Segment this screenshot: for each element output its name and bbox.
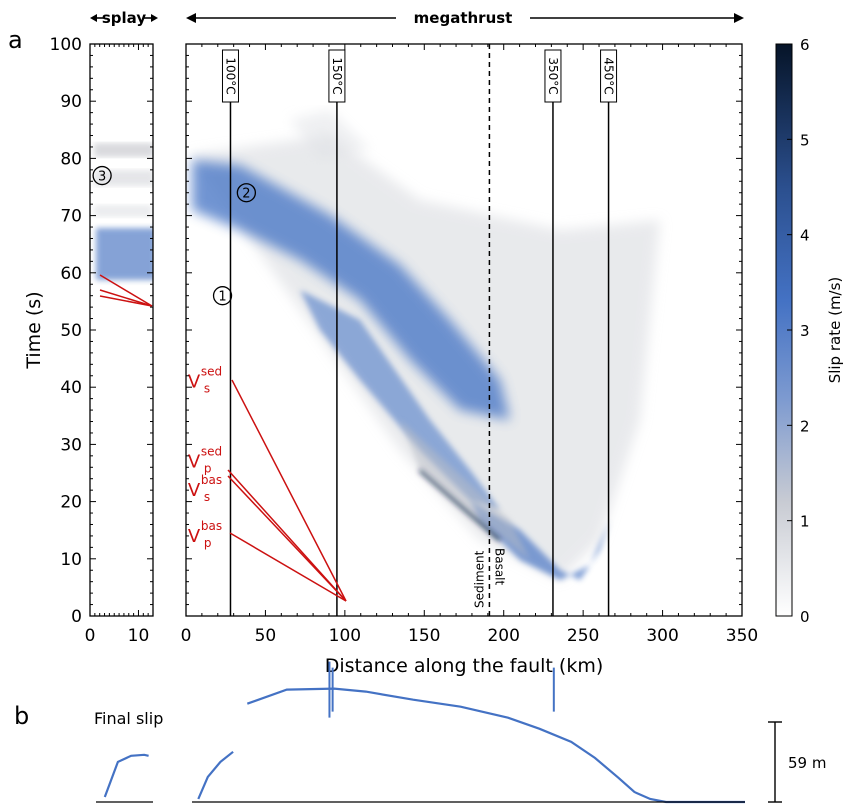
splay-slip-curve [105, 755, 149, 797]
wave-speed-symbol: V [188, 371, 201, 392]
x-tick-label: 200 [487, 626, 519, 646]
y-tick-label: 50 [60, 321, 82, 341]
wave-speed-symbol: V [188, 480, 201, 501]
splay-title: splay [102, 9, 146, 27]
y-tick-label: 70 [60, 207, 82, 227]
isotherm-label: 100°C [223, 57, 237, 94]
basalt-label: Basalt [492, 548, 506, 586]
wave-speed-lines [100, 275, 346, 601]
slip-scale-label: 59 m [788, 754, 826, 772]
megathrust-header: megathrust [186, 9, 744, 27]
slip-scale-bar: 59 m [768, 722, 826, 802]
x-tick-label: 250 [567, 626, 599, 646]
megathrust-title: megathrust [414, 9, 513, 27]
wave-speed-symbol: V [188, 452, 201, 473]
x-tick-label: 300 [646, 626, 678, 646]
isotherm-label: 450°C [602, 57, 616, 94]
y-tick-label: 80 [60, 149, 82, 169]
event-marker-label: 1 [218, 290, 226, 305]
colorbar-tick-label: 0 [800, 608, 810, 626]
y-tick-label: 100 [50, 35, 82, 55]
colorbar-tick-label: 1 [800, 513, 810, 531]
wave-speed-superscript: bas [201, 519, 222, 533]
event-marker-label: 2 [242, 187, 250, 202]
wave-speed-subscript: s [204, 490, 210, 504]
y-tick-label: 20 [60, 493, 82, 513]
panel-label-a: a [8, 26, 23, 54]
y-axis-label: Time (s) [23, 291, 45, 369]
x-tick-label: 150 [408, 626, 440, 646]
x-tick-label: 100 [329, 626, 361, 646]
megathrust-slip-curve [247, 689, 745, 802]
colorbar-tick-label: 6 [800, 36, 810, 54]
wave-speed-superscript: sed [201, 445, 222, 459]
x-tick-label: 50 [255, 626, 277, 646]
wave-speed-superscript: bas [201, 473, 222, 487]
y-tick-label: 30 [60, 435, 82, 455]
wave-speed-superscript: sed [201, 364, 222, 378]
isotherm-label: 150°C [330, 57, 344, 94]
megathrust-slip-curve [198, 752, 233, 799]
isotherm-label: 350°C [546, 57, 560, 94]
final-slip-label: Final slip [94, 709, 163, 728]
colorbar-tick-label: 2 [800, 417, 810, 435]
colorbar-tick-label: 4 [800, 227, 810, 245]
y-tick-label: 0 [71, 607, 82, 627]
sediment-label: Sediment [472, 550, 486, 608]
splay-header: splay [90, 9, 158, 27]
x-tick-label: 10 [128, 626, 150, 646]
splay-axes [90, 44, 153, 616]
colorbar-tick-label: 5 [800, 131, 810, 149]
y-tick-label: 10 [60, 550, 82, 570]
y-tick-label: 40 [60, 378, 82, 398]
x-tick-label: 0 [181, 626, 192, 646]
final-slip-curves [105, 662, 745, 802]
y-tick-label: 60 [60, 264, 82, 284]
panel-label-b: b [14, 702, 29, 730]
event-marker-label: 3 [98, 170, 106, 185]
colorbar-tick-label: 3 [800, 322, 810, 340]
x-tick-label: 0 [85, 626, 96, 646]
x-axis-label: Distance along the fault (km) [325, 655, 604, 677]
wave-speed-subscript: p [204, 536, 212, 550]
wave-speed-symbol: V [188, 526, 201, 547]
x-tick-label: 350 [726, 626, 758, 646]
y-tick-label: 90 [60, 92, 82, 112]
wave-speed-subscript: s [204, 381, 210, 395]
splay-heatmap [94, 143, 156, 280]
colorbar-label: Slip rate (m/s) [826, 277, 844, 384]
